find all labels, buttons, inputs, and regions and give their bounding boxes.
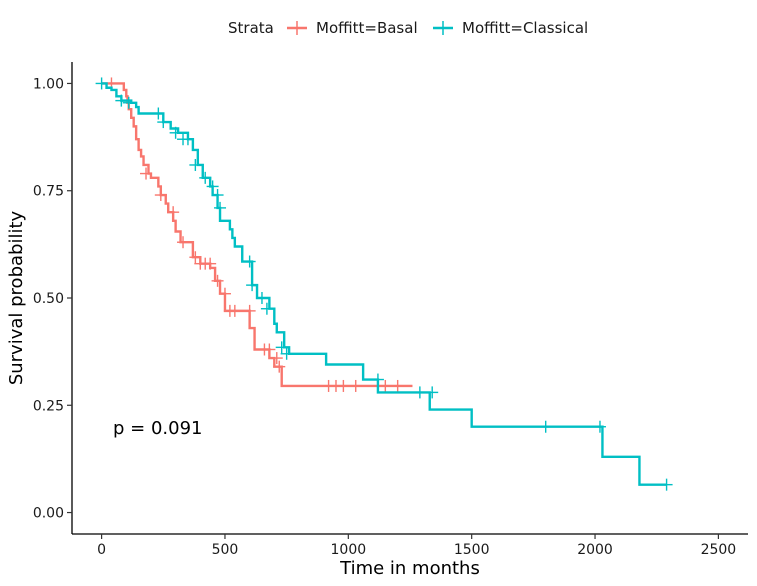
y-tick-label: 0.75 <box>33 184 64 200</box>
censor-mark <box>204 257 217 270</box>
y-tick-label: 1.00 <box>33 76 64 92</box>
x-tick-label: 500 <box>212 542 239 558</box>
censor-mark <box>391 379 404 392</box>
censor-mark <box>273 360 286 373</box>
censor-mark <box>154 189 167 202</box>
axes: 0 500 1000 1500 2000 2500 0.00 0.25 0.50 0.75 1.00 <box>33 62 748 558</box>
censor-mark <box>371 373 384 386</box>
censor-mark <box>413 386 426 399</box>
legend-label-classical: Moffitt=Classical <box>462 19 588 37</box>
x-tick-label: 2500 <box>701 542 737 558</box>
censor-mark <box>246 279 259 292</box>
censor-mark <box>243 255 256 268</box>
censor-mark <box>115 94 128 107</box>
legend: Strata Moffitt=Basal Moffitt=Classical <box>228 19 588 37</box>
y-axis-title: Survival probability <box>6 210 27 385</box>
survival-curve <box>101 82 413 388</box>
censor-mark <box>140 167 153 180</box>
censor-mark <box>177 236 190 249</box>
x-tick-label: 1000 <box>331 542 367 558</box>
censor-mark <box>228 304 241 317</box>
censor-mark <box>214 201 227 214</box>
censor-mark <box>255 292 268 304</box>
censor-mark <box>189 158 202 171</box>
x-tick-label: 2000 <box>577 542 613 558</box>
x-tick-label: 1500 <box>454 542 490 558</box>
censor-mark <box>167 206 180 219</box>
legend-label-basal: Moffitt=Basal <box>316 19 418 37</box>
censor-mark <box>199 171 212 184</box>
y-tick-label: 0.50 <box>33 291 64 307</box>
p-value-annotation: p = 0.091 <box>113 418 202 439</box>
censor-mark <box>349 379 362 392</box>
censor-mark <box>95 77 108 90</box>
censor-mark <box>169 126 182 139</box>
censor-mark <box>539 420 552 433</box>
censor-mark <box>122 96 135 109</box>
series-layer <box>95 77 673 491</box>
y-tick-label: 0.25 <box>33 398 64 414</box>
censor-mark <box>243 304 256 317</box>
censor-mark <box>211 189 224 202</box>
censor-mark <box>593 420 606 433</box>
censor-mark <box>260 302 273 315</box>
x-tick-label: 0 <box>97 542 106 558</box>
legend-item-basal: Moffitt=Basal <box>287 19 418 37</box>
censor-mark <box>189 251 202 264</box>
y-tick-label: 0.00 <box>33 506 64 522</box>
censor-mark <box>337 379 350 392</box>
censor-mark <box>426 386 439 399</box>
legend-item-classical: Moffitt=Classical <box>433 19 588 37</box>
series-classical <box>95 77 673 491</box>
censor-mark <box>211 274 224 287</box>
series-basal <box>101 77 413 392</box>
censor-mark <box>218 287 231 300</box>
legend-title: Strata <box>228 19 274 37</box>
censor-mark <box>181 133 194 146</box>
x-axis-title: Time in months <box>339 558 480 579</box>
censor-mark <box>152 107 165 120</box>
censor-mark <box>157 116 170 129</box>
survival-curve <box>101 82 667 486</box>
censor-mark <box>660 478 673 491</box>
censor-mark <box>270 352 283 365</box>
censor-mark <box>379 379 392 392</box>
censor-mark <box>280 347 293 360</box>
censor-mark <box>263 343 276 356</box>
censor-mark <box>206 180 219 193</box>
censor-mark <box>275 341 288 354</box>
